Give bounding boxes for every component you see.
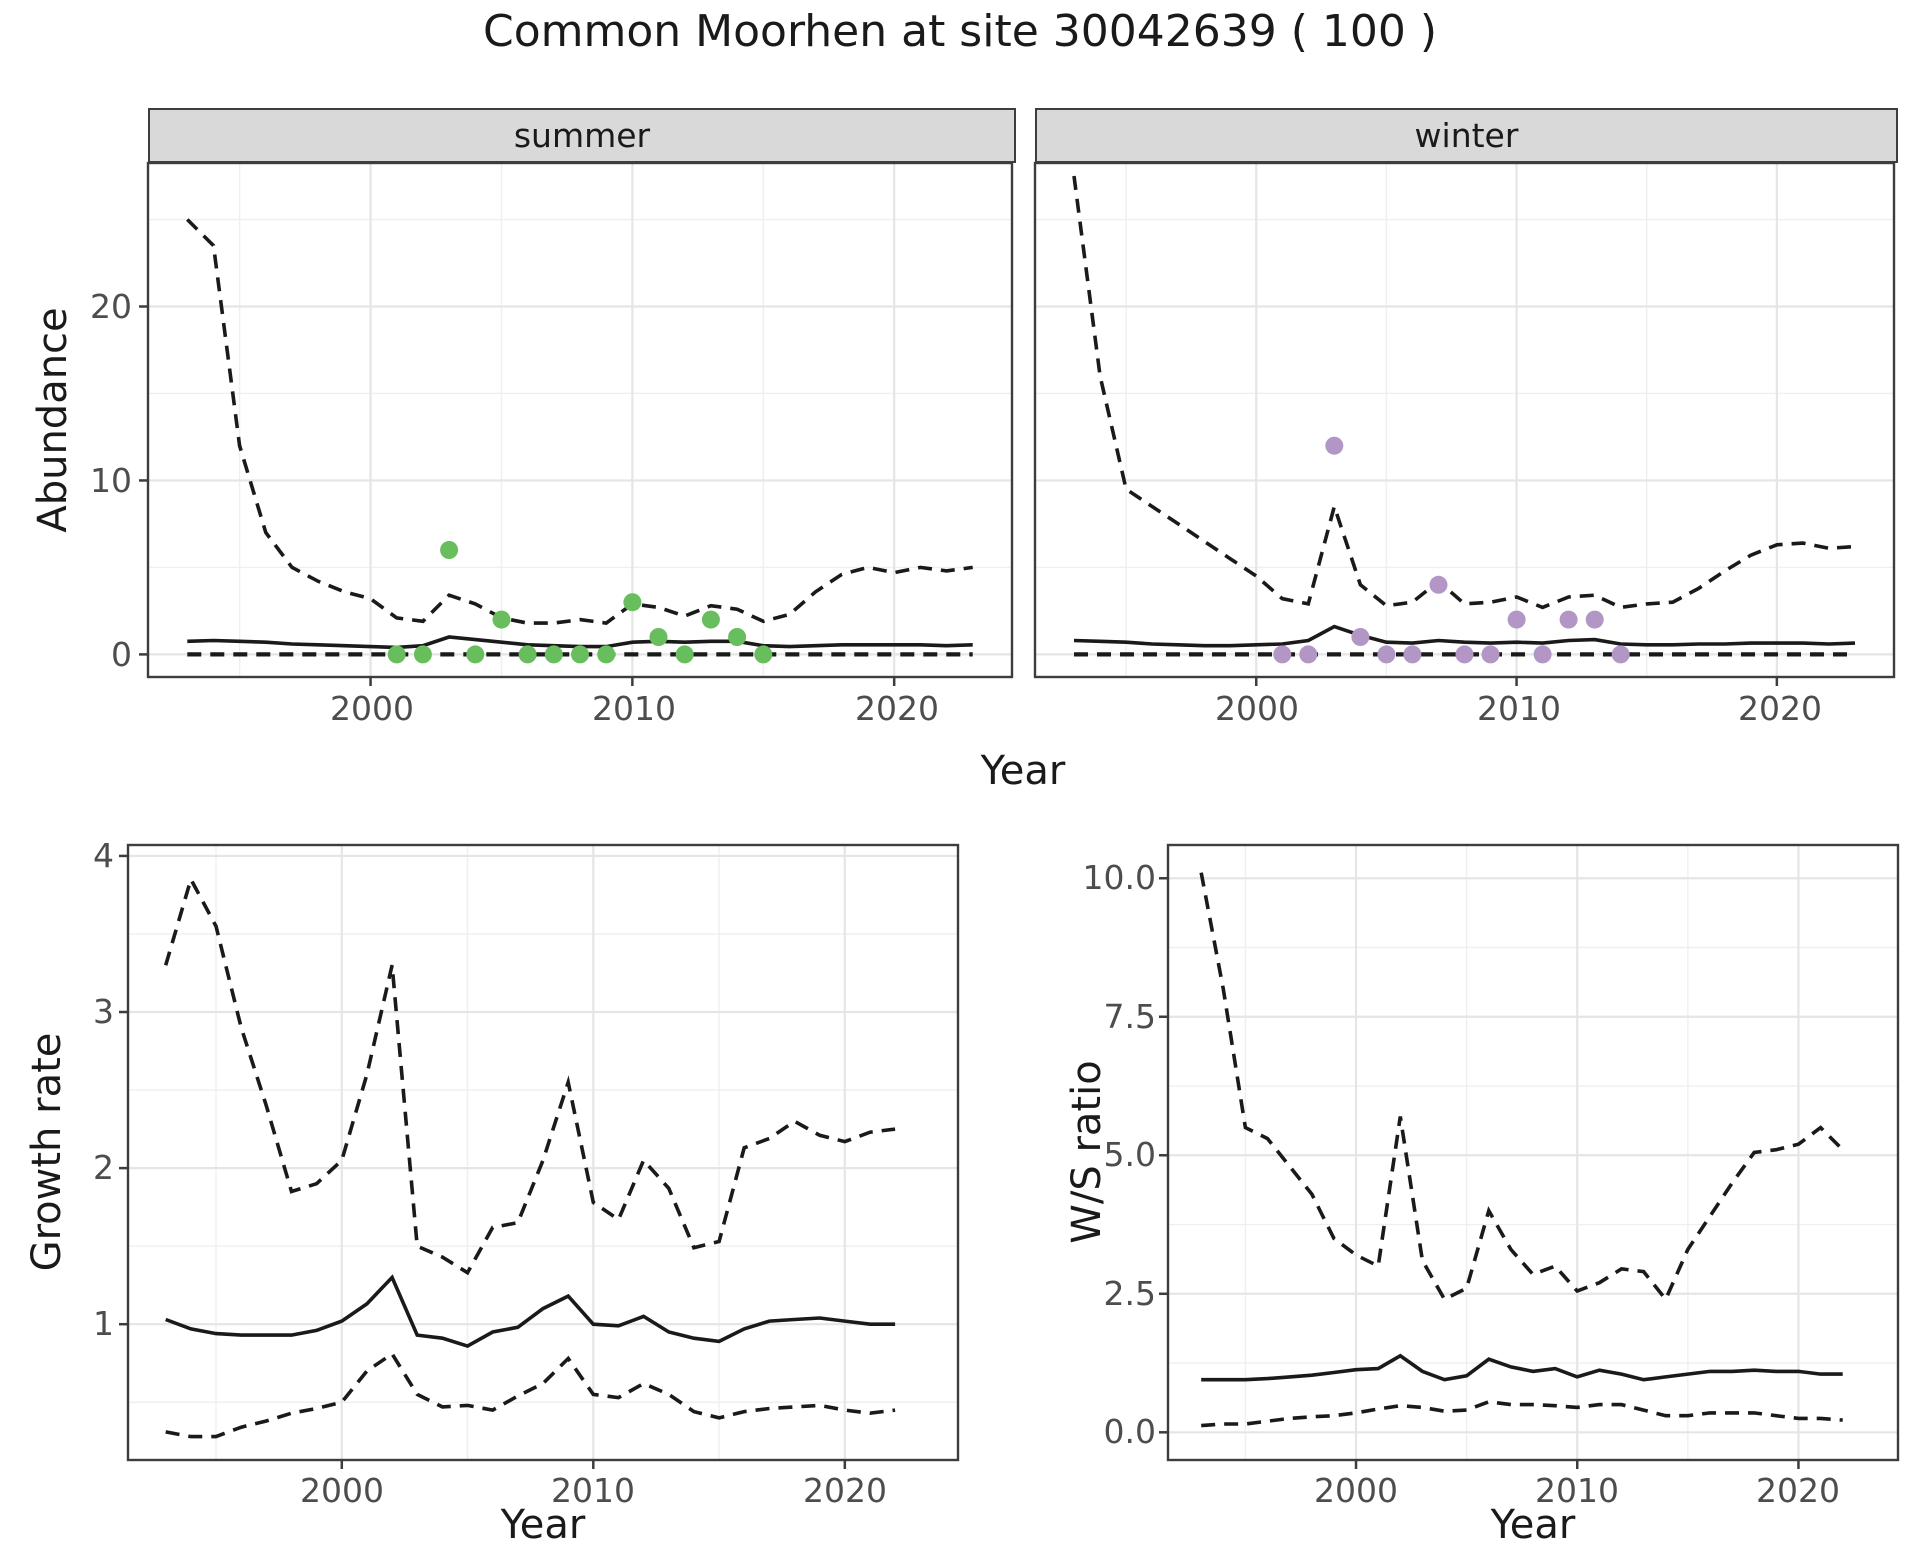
summer-xtick-2010: 2010	[592, 689, 676, 728]
ws_ratio-upper_95ci-line	[1199, 872, 1844, 1303]
ws-xtick-2000: 2000	[1314, 1471, 1398, 1510]
ws-ytick-0: 0.0	[1103, 1412, 1156, 1451]
winter-xtick-2020: 2020	[1738, 689, 1822, 728]
abundance_winter-point	[1455, 645, 1474, 664]
ws-xtick-2010: 2010	[1535, 1471, 1619, 1510]
abundance_summer-point	[544, 645, 563, 664]
abundance_summer-point	[597, 645, 616, 664]
ws_ratio-median-line	[1201, 1353, 1843, 1382]
abundance_summer-point	[492, 610, 511, 629]
abundance_winter-point	[1273, 645, 1292, 664]
ws-year-axis-title: Year	[1490, 1502, 1576, 1548]
abundance_winter-point	[1507, 610, 1526, 629]
ws_ratio-lower_95ci-line	[1201, 1399, 1843, 1428]
plot-title: Common Moorhen at site 30042639 ( 100 )	[483, 6, 1437, 57]
facet-strip-summer: summer	[148, 108, 1016, 163]
winter-xtick-2000: 2000	[1215, 689, 1299, 728]
growth_rate-axis-ticks	[119, 854, 847, 1469]
abundance_summer-panel	[139, 161, 1014, 686]
abundance_summer-point	[413, 645, 432, 664]
abundance_winter-point	[1559, 610, 1578, 629]
abundance_winter-observation-points	[1273, 436, 1630, 664]
abundance_winter-point	[1299, 645, 1318, 664]
abundance_winter-point	[1585, 610, 1604, 629]
abundance_winter-point	[1481, 645, 1500, 664]
growth_rate-panel-background	[128, 845, 958, 1460]
abundance_summer-point	[571, 645, 589, 664]
facet-strip-summer-label: summer	[513, 116, 651, 155]
abundance_summer-upper_95ci-line	[186, 218, 973, 625]
ws-ytick-5: 5.0	[1103, 1135, 1156, 1174]
top-year-axis-title: Year	[980, 748, 1066, 794]
growth_rate-upper_95ci-line	[163, 874, 896, 1276]
growth-xtick-2020: 2020	[803, 1471, 887, 1510]
growth-ytick-1: 1	[93, 1304, 114, 1343]
abundance_winter-point	[1429, 575, 1448, 594]
abundance_winter-median-line	[1073, 624, 1856, 648]
growth_rate-panel-border	[126, 843, 960, 1462]
abundance_summer-observation-points	[387, 541, 773, 664]
growth_rate-gridlines	[128, 845, 958, 1460]
summer-xtick-2000: 2000	[330, 689, 414, 728]
abundance-ytick-0: 0	[111, 635, 132, 674]
growth_rate-panel	[119, 843, 960, 1469]
abundance-ytick-10: 10	[90, 461, 132, 500]
ws_ratio-panel-border	[1166, 843, 1900, 1462]
facet-strip-winter-label: winter	[1414, 116, 1519, 155]
abundance_summer-panel-background	[148, 163, 1012, 677]
growth-xtick-2000: 2000	[300, 1471, 384, 1510]
abundance-ytick-20: 20	[90, 287, 132, 326]
ws_ratio-gridlines	[1168, 845, 1898, 1460]
abundance_summer-point	[675, 645, 694, 664]
abundance_summer-point	[623, 593, 642, 612]
abundance_summer-point	[387, 645, 406, 664]
winter-xtick-2010: 2010	[1477, 689, 1561, 728]
abundance_summer-point	[754, 645, 773, 664]
abundance_winter-panel-border	[1033, 161, 1896, 679]
ws-axis-title: W/S ratio	[1064, 1060, 1110, 1244]
growth_rate-lower_95ci-line	[165, 1351, 896, 1439]
abundance_summer-panel-border	[146, 161, 1014, 679]
growth-ytick-3: 3	[93, 992, 114, 1031]
ws_ratio-axis-ticks	[1159, 876, 1800, 1469]
abundance_summer-point	[701, 610, 720, 629]
ws-ytick-2.5: 2.5	[1103, 1274, 1156, 1313]
growth_rate-median-line	[165, 1274, 896, 1349]
ws-xtick-2020: 2020	[1756, 1471, 1840, 1510]
abundance-axis-title: Abundance	[30, 307, 76, 533]
abundance_summer-axis-ticks	[139, 305, 896, 686]
ws_ratio-panel	[1159, 843, 1900, 1469]
abundance_winter-point	[1533, 645, 1552, 664]
abundance_summer-point	[518, 645, 537, 664]
growth-axis-title: Growth rate	[24, 1032, 70, 1272]
abundance_winter-gridlines	[1035, 163, 1894, 677]
growth-xtick-2010: 2010	[551, 1471, 635, 1510]
ws-ytick-10: 10.0	[1082, 858, 1156, 897]
growth-year-axis-title: Year	[500, 1502, 586, 1548]
abundance_winter-point	[1351, 628, 1370, 646]
abundance_winter-panel-background	[1035, 163, 1894, 677]
abundance_summer-point	[728, 628, 747, 646]
ws-ytick-7.5: 7.5	[1103, 997, 1156, 1036]
facet-strip-winter: winter	[1035, 108, 1898, 163]
abundance_winter-point	[1377, 645, 1396, 664]
abundance_winter-point	[1325, 436, 1344, 455]
growth-ytick-4: 4	[93, 836, 114, 875]
abundance_winter-point	[1611, 645, 1630, 664]
growth-ytick-2: 2	[93, 1148, 114, 1187]
abundance_winter-axis-ticks	[1255, 677, 1779, 686]
abundance_winter-panel	[1033, 161, 1896, 686]
abundance_winter-point	[1403, 645, 1422, 664]
abundance_summer-point	[466, 645, 485, 664]
abundance_summer-point	[440, 541, 459, 559]
summer-xtick-2020: 2020	[855, 689, 939, 728]
abundance_summer-point	[649, 628, 668, 646]
